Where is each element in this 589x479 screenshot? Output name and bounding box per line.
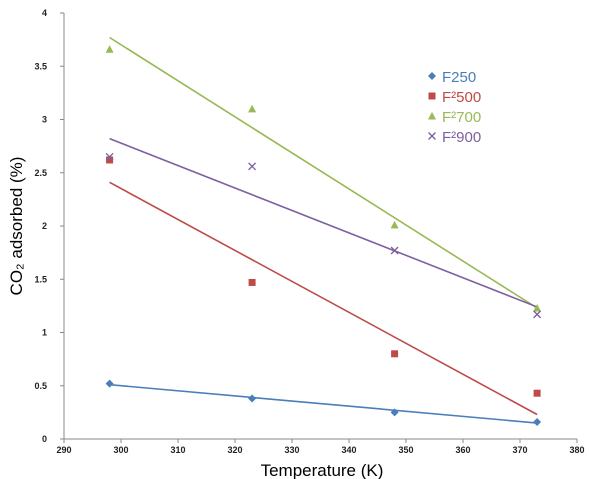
x-tick-label: 380: [569, 445, 584, 455]
y-tick-label: 0.5: [34, 381, 47, 391]
data-point: [105, 379, 114, 388]
marker-stroke: [533, 310, 542, 319]
y-axis-title: CO₂ adsorbed (%): [7, 157, 26, 296]
legend-marker: [428, 92, 436, 100]
x-tick-label: 340: [341, 445, 356, 455]
legend: F250 F²500 F²700 F²900: [428, 69, 481, 146]
y-tick-label: 0: [42, 434, 47, 444]
data-point: [533, 417, 542, 426]
x-axis-title: Temperature (K): [261, 461, 384, 479]
y-tick-label: 2: [42, 221, 47, 231]
x-tick-label: 350: [398, 445, 413, 455]
legend-label: F250: [442, 69, 476, 86]
trendline: [109, 36, 538, 309]
trendline: [109, 137, 538, 308]
data-point: [105, 152, 114, 161]
y-tick-label: 1: [42, 328, 47, 338]
x-tick-label: 370: [512, 445, 527, 455]
data-point: [248, 394, 257, 403]
y-tick-label: 4: [42, 8, 47, 18]
plot-area: [63, 13, 577, 440]
legend-marker: [428, 72, 436, 80]
x-tick-label: 320: [227, 445, 242, 455]
data-point: [106, 156, 114, 164]
x-tick-label: 310: [170, 445, 185, 455]
x-tick-label: 300: [113, 445, 128, 455]
legend-marker: [428, 132, 436, 140]
trendline: [109, 181, 538, 416]
marker-stroke: [248, 162, 257, 171]
data-point: [248, 104, 257, 113]
trendlines: [109, 36, 538, 424]
data-point: [533, 304, 542, 312]
legend-label: F²500: [442, 89, 481, 106]
x-tick-label: 290: [56, 445, 71, 455]
data-point: [390, 246, 399, 255]
trendline: [109, 383, 538, 424]
x-tick-label: 330: [284, 445, 299, 455]
marker-stroke: [105, 152, 114, 161]
y-tick-labels: 0 0.5 1 1.5 2 2.5 3 3.5 4: [34, 8, 64, 444]
data-point: [533, 310, 542, 319]
data-point: [533, 389, 541, 397]
data-point: [105, 45, 114, 53]
legend-label: F²900: [442, 129, 481, 146]
legend-label: F²700: [442, 109, 481, 126]
x-tick-labels: 290 300 310 320 330 340 350 360 370 380: [56, 439, 585, 455]
y-tick-label: 2.5: [34, 168, 47, 178]
data-point: [390, 408, 399, 417]
data-point: [248, 162, 257, 171]
legend-marker: [428, 112, 436, 120]
y-tick-label: 1.5: [34, 274, 47, 284]
data-markers: [105, 45, 542, 426]
y-tick-label: 3: [42, 115, 47, 125]
data-point: [390, 220, 399, 229]
y-tick-label: 3.5: [34, 61, 47, 71]
x-tick-label: 360: [455, 445, 470, 455]
marker-stroke: [428, 132, 436, 140]
marker-stroke: [390, 246, 399, 255]
data-point: [248, 278, 256, 286]
data-point: [391, 350, 399, 358]
